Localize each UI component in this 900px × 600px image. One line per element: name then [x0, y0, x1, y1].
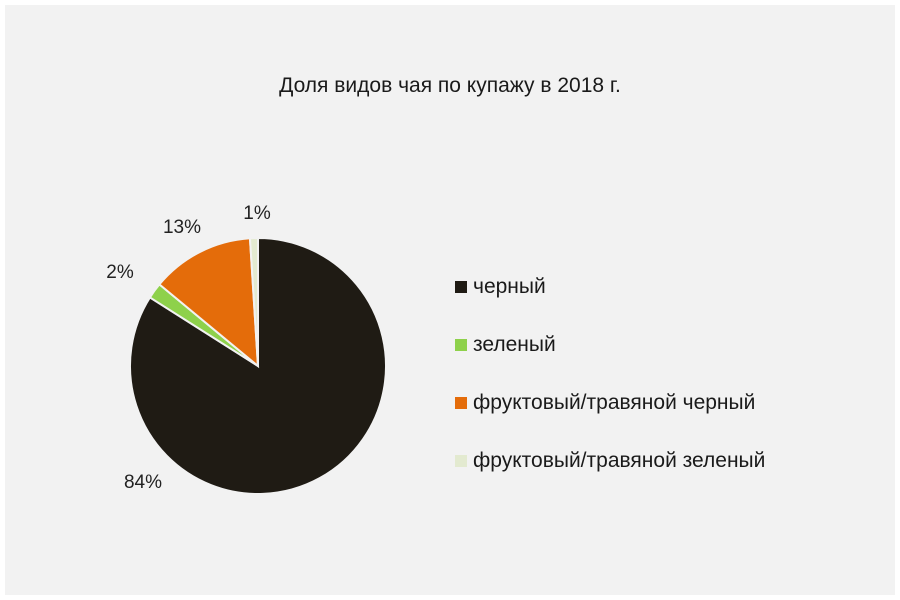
legend-label: фруктовый/травяной зеленый	[473, 449, 766, 472]
pie-slices	[129, 236, 387, 495]
chart-title: Доля видов чая по купажу в 2018 г.	[279, 74, 621, 97]
legend-label: фруктовый/травяной черный	[473, 391, 756, 414]
legend-swatch-fruit-green	[455, 455, 467, 467]
legend-item-fruit-black: фруктовый/травяной черный	[455, 374, 885, 432]
data-label-fruit-black: 13%	[163, 217, 201, 238]
legend: черный зеленый фруктовый/травяной черный…	[455, 258, 885, 490]
pie-data-labels: 84% 2% 13% 1%	[106, 203, 271, 493]
legend-label: зеленый	[473, 333, 556, 356]
data-label-green: 2%	[106, 262, 134, 283]
pie-slice-fruit-green	[248, 236, 259, 367]
legend-item-fruit-green: фруктовый/травяной зеленый	[455, 432, 885, 490]
legend-swatch-green	[455, 339, 467, 351]
pie-slice-fruit-black	[157, 237, 260, 369]
data-label-black: 84%	[124, 472, 162, 493]
legend-item-black: черный	[455, 258, 885, 316]
legend-swatch-black	[455, 281, 467, 293]
legend-label: черный	[473, 275, 546, 298]
legend-swatch-fruit-black	[455, 397, 467, 409]
data-label-fruit-green: 1%	[243, 203, 271, 224]
legend-item-green: зеленый	[455, 316, 885, 374]
